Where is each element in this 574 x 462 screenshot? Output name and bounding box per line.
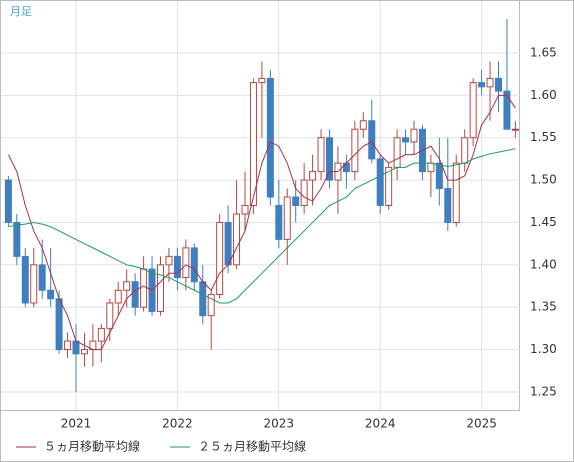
candle-body xyxy=(342,162,350,173)
y-tick-label: 1.55 xyxy=(530,130,557,144)
y-tick-label: 1.35 xyxy=(530,300,557,314)
candle-body xyxy=(55,298,63,351)
candle-body xyxy=(326,137,333,181)
candle-body xyxy=(275,205,283,240)
candle-body xyxy=(402,137,410,143)
candle-body xyxy=(452,162,460,223)
candle-body xyxy=(123,281,131,291)
candle-body xyxy=(199,281,207,317)
candle-body xyxy=(80,349,88,355)
candle-body xyxy=(258,77,266,84)
candle-body xyxy=(444,188,452,223)
candle-body xyxy=(72,340,80,355)
candle-body xyxy=(13,221,21,257)
y-tick-label: 1.50 xyxy=(530,173,557,187)
legend-label: ２５ヵ月移動平均線 xyxy=(198,439,306,454)
x-tick-label: 2022 xyxy=(162,417,193,431)
plot-area xyxy=(0,0,520,411)
y-tick-label: 1.25 xyxy=(530,384,557,398)
candle-body xyxy=(207,293,215,317)
candle-body xyxy=(410,128,418,143)
candle-body xyxy=(97,327,105,342)
y-tick-label: 1.60 xyxy=(530,88,557,102)
candle-body xyxy=(190,247,198,283)
legend-label: ５ヵ月移動平均線 xyxy=(44,439,140,454)
candle-body xyxy=(393,137,401,168)
candle-body xyxy=(131,281,139,308)
candle-body xyxy=(4,179,12,223)
candle-body xyxy=(21,255,29,304)
candle-body xyxy=(376,158,384,207)
candle-body xyxy=(241,205,249,215)
candle-body xyxy=(385,166,393,207)
candle-body xyxy=(435,162,443,190)
x-tick-label: 2024 xyxy=(365,417,396,431)
candle-body xyxy=(106,302,114,329)
candle-body xyxy=(249,82,257,207)
candle-body xyxy=(300,179,308,207)
x-tick-label: 2025 xyxy=(466,417,497,431)
candle-body xyxy=(503,90,511,130)
chart-title: 月足 xyxy=(10,5,32,18)
candle-body xyxy=(64,340,72,351)
candle-body xyxy=(309,171,317,181)
candle-body xyxy=(216,221,224,295)
candle-body xyxy=(359,120,367,130)
y-tick-label: 1.40 xyxy=(530,257,557,271)
candle-body xyxy=(511,128,519,131)
candle-body xyxy=(351,128,359,173)
candle-body xyxy=(495,77,502,92)
candle-body xyxy=(140,268,148,308)
candle-body xyxy=(266,77,274,198)
candle-body xyxy=(30,264,38,304)
candle-body xyxy=(157,264,164,312)
y-tick-label: 1.45 xyxy=(530,215,557,229)
candle-body xyxy=(461,137,469,164)
candle-body xyxy=(427,162,435,173)
ma-line xyxy=(8,148,516,304)
candle-body xyxy=(317,137,325,173)
x-tick-label: 2023 xyxy=(264,417,295,431)
candle-body xyxy=(38,264,46,291)
ma-line xyxy=(7,94,516,351)
candle-body xyxy=(114,289,122,304)
candle-body xyxy=(182,247,190,279)
candle-body xyxy=(486,77,494,88)
candle-body xyxy=(283,196,291,240)
y-tick-label: 1.30 xyxy=(530,342,557,356)
y-tick-label: 1.65 xyxy=(530,45,557,59)
candle-body xyxy=(165,255,173,266)
candle-body xyxy=(173,255,181,279)
candle-body xyxy=(368,120,376,160)
candle-body xyxy=(292,196,300,207)
candle-body xyxy=(224,221,232,266)
candle-body xyxy=(469,82,477,139)
candle-body xyxy=(233,213,241,266)
candle-body xyxy=(478,82,486,88)
candle-body xyxy=(47,289,55,300)
x-tick-label: 2021 xyxy=(61,417,92,431)
